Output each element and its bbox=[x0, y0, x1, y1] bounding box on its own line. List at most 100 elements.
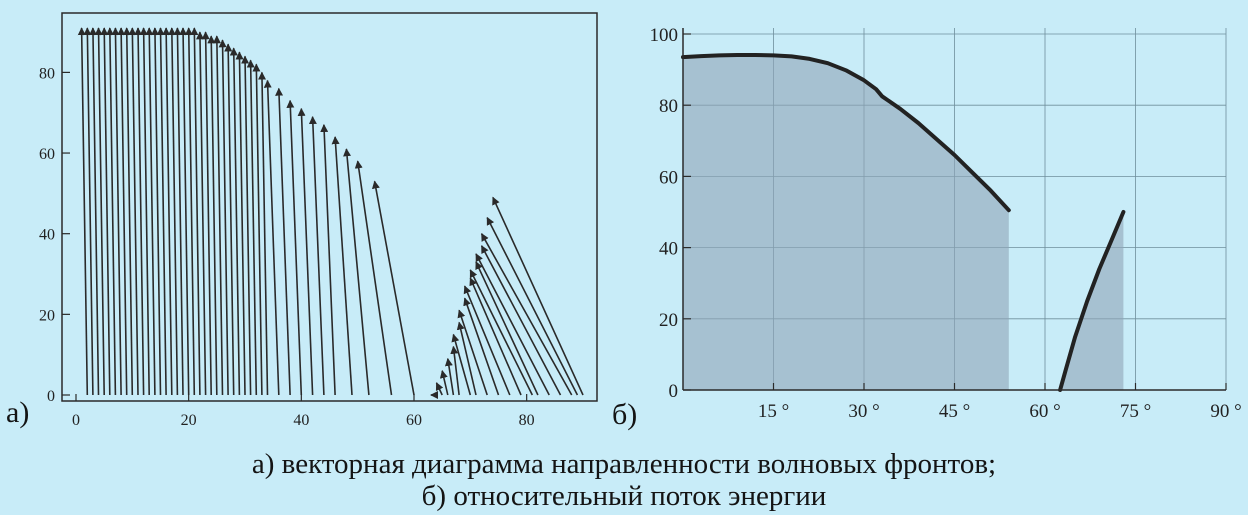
vector-arrow bbox=[173, 27, 184, 396]
x-tick-label: 80 bbox=[519, 412, 535, 429]
x-tick-label: 60 bbox=[406, 412, 422, 429]
vector-arrow bbox=[246, 59, 258, 396]
vector-arrow bbox=[139, 27, 150, 396]
vector-arrow bbox=[444, 357, 455, 396]
y-tick-label: 60 bbox=[659, 167, 678, 188]
vector-diagram-chart: 0 20 40 60 80 0 20 40 60 80 а) bbox=[6, 12, 598, 429]
vector-arrow bbox=[167, 27, 179, 396]
energy-flux-x-ticks: 15 ° 30 ° 45 ° 60 ° 75 ° 90 ° bbox=[758, 383, 1242, 422]
vector-arrow bbox=[475, 253, 550, 396]
energy-flux-area bbox=[1060, 212, 1124, 390]
vector-arrow bbox=[258, 71, 269, 396]
vector-arrow bbox=[457, 309, 488, 396]
vector-diagram-y-ticks: 0 20 40 60 80 bbox=[39, 65, 70, 405]
y-tick-label: 20 bbox=[39, 307, 55, 324]
vector-arrow bbox=[117, 27, 128, 396]
x-tick-label: 30 ° bbox=[848, 401, 879, 422]
vector-arrow bbox=[128, 27, 139, 396]
vector-arrow bbox=[252, 63, 263, 396]
vector-arrow bbox=[122, 27, 134, 396]
vector-arrow bbox=[207, 35, 218, 396]
y-tick-label: 80 bbox=[659, 96, 678, 117]
vector-arrow bbox=[201, 31, 212, 396]
vector-arrow bbox=[156, 27, 167, 396]
energy-flux-chart: 0 20 40 60 80 100 15 ° 30 ° 45 ° 60 ° 75 ° 90 ° б) bbox=[612, 25, 1242, 431]
energy-flux-curve bbox=[681, 53, 1011, 213]
vector-arrow bbox=[486, 216, 579, 396]
vector-arrow bbox=[235, 51, 246, 396]
energy-flux-y-ticks: 0 20 40 60 80 100 bbox=[650, 25, 691, 402]
vector-arrow bbox=[439, 370, 449, 396]
vector-arrow bbox=[463, 285, 511, 396]
vector-arrow bbox=[463, 297, 500, 396]
vector-arrow bbox=[456, 321, 477, 396]
vector-arrow bbox=[105, 27, 117, 396]
vector-arrow bbox=[218, 39, 229, 396]
vector-arrow bbox=[297, 107, 314, 396]
x-tick-label: 20 bbox=[181, 412, 197, 429]
vector-arrow bbox=[469, 277, 522, 396]
vector-arrow bbox=[492, 196, 584, 396]
vector-arrow bbox=[190, 27, 201, 396]
y-tick-label: 60 bbox=[39, 146, 55, 163]
vector-diagram-frame bbox=[61, 12, 598, 402]
energy-flux-areas bbox=[683, 55, 1124, 390]
energy-flux-area bbox=[683, 55, 1009, 390]
vector-arrow bbox=[331, 136, 353, 396]
vector-arrow bbox=[83, 27, 94, 396]
caption-line-2: б) относительный поток энергии bbox=[421, 480, 827, 512]
y-tick-label: 20 bbox=[659, 310, 678, 331]
vector-arrow bbox=[229, 47, 241, 396]
vector-arrow bbox=[94, 27, 105, 396]
vector-arrow bbox=[145, 27, 156, 396]
vector-arrow bbox=[475, 261, 539, 396]
vector-arrow bbox=[308, 116, 325, 396]
y-tick-label: 100 bbox=[650, 25, 679, 46]
vector-arrow bbox=[162, 27, 173, 396]
x-tick-label: 15 ° bbox=[758, 401, 789, 422]
vector-arrow bbox=[275, 87, 291, 396]
vector-arrow bbox=[435, 382, 444, 396]
vector-arrow bbox=[179, 27, 190, 396]
vector-arrows bbox=[77, 27, 584, 399]
x-tick-label: 90 ° bbox=[1210, 401, 1241, 422]
y-tick-label: 0 bbox=[669, 381, 679, 402]
vector-arrow bbox=[111, 27, 122, 396]
x-tick-label: 75 ° bbox=[1120, 401, 1151, 422]
vector-arrow bbox=[320, 124, 336, 396]
vector-arrow bbox=[196, 31, 207, 396]
x-tick-label: 60 ° bbox=[1029, 401, 1060, 422]
vector-arrow bbox=[100, 27, 111, 396]
vector-arrow bbox=[343, 148, 370, 396]
vector-arrow bbox=[212, 35, 224, 396]
y-tick-label: 80 bbox=[39, 65, 55, 82]
x-tick-label: 40 bbox=[293, 412, 309, 429]
x-tick-label: 0 bbox=[72, 412, 80, 429]
vector-arrow bbox=[286, 99, 303, 396]
caption-line-1: а) векторная диаграмма направленности во… bbox=[251, 448, 997, 480]
y-tick-label: 0 bbox=[47, 388, 55, 405]
vector-arrow bbox=[469, 269, 534, 396]
y-tick-label: 40 bbox=[39, 227, 55, 244]
energy-flux-curves bbox=[681, 53, 1126, 392]
vector-arrow bbox=[184, 27, 196, 396]
vector-arrow bbox=[224, 43, 235, 396]
vector-arrow bbox=[263, 79, 280, 396]
vector-arrow bbox=[480, 245, 562, 396]
vector-arrow bbox=[451, 333, 472, 396]
vector-arrow bbox=[371, 180, 415, 396]
vector-arrow bbox=[89, 27, 100, 396]
vector-arrow bbox=[354, 160, 393, 396]
vector-arrow bbox=[151, 27, 162, 396]
vector-arrow bbox=[241, 55, 252, 396]
vector-diagram-x-ticks: 0 20 40 60 80 bbox=[72, 394, 535, 429]
energy-flux-curve bbox=[1058, 210, 1126, 392]
x-tick-label: 45 ° bbox=[939, 401, 970, 422]
panel-b-label: б) bbox=[612, 398, 637, 431]
vector-arrow bbox=[134, 27, 145, 396]
vector-arrow bbox=[450, 345, 460, 396]
vector-arrow bbox=[480, 233, 573, 396]
panel-a-label: а) bbox=[6, 396, 29, 429]
vector-arrow bbox=[77, 27, 89, 396]
